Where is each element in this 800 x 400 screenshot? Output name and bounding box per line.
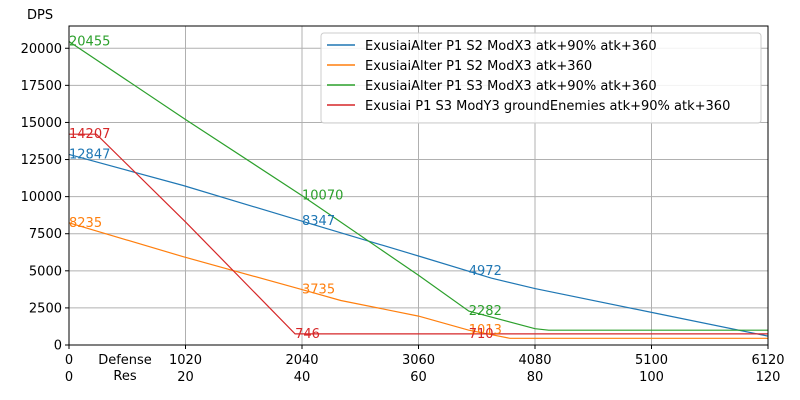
x-tick-label-secondary: 120 xyxy=(756,370,781,385)
legend-entry: ExusiaiAlter P1 S2 ModX3 atk+360 xyxy=(365,59,592,74)
y-tick-label: 10000 xyxy=(21,190,62,205)
x-tick-label-secondary: 20 xyxy=(177,370,194,385)
legend-entry: ExusiaiAlter P1 S2 ModX3 atk+90% atk+360 xyxy=(365,39,657,54)
data-label: 12847 xyxy=(69,147,110,162)
y-tick-label: 0 xyxy=(54,339,62,354)
y-tick-label: 12500 xyxy=(21,153,62,168)
data-label: 710 xyxy=(469,327,494,342)
y-tick-label: 15000 xyxy=(21,116,62,131)
data-label: 4972 xyxy=(469,264,502,279)
data-label: 10070 xyxy=(302,189,343,204)
series-line-0 xyxy=(68,153,769,337)
x-axis-ticks: 0 0 1020 20 2040 40 3060 60 4080 80 5100 100 6120 120 xyxy=(65,345,785,385)
data-label: 14207 xyxy=(69,127,110,142)
x-axis-label-res: Res xyxy=(113,369,136,384)
x-tick-label: 1020 xyxy=(169,353,202,368)
legend-entry: ExusiaiAlter P1 S3 ModX3 atk+90% atk+360 xyxy=(365,79,657,94)
x-tick-label-secondary: 40 xyxy=(294,370,311,385)
data-label: 746 xyxy=(295,327,320,342)
data-label: 2282 xyxy=(469,304,502,319)
data-label: 3735 xyxy=(302,283,335,298)
y-axis-label: DPS xyxy=(27,8,53,23)
x-tick-label-secondary: 60 xyxy=(410,370,427,385)
data-label: 8235 xyxy=(69,216,102,231)
x-tick-label: 2040 xyxy=(285,353,318,368)
x-tick-label-secondary: 100 xyxy=(639,370,664,385)
x-axis-label-defense: Defense xyxy=(98,353,152,368)
y-tick-label: 2500 xyxy=(29,301,62,316)
legend-entry: Exusiai P1 S3 ModY3 groundEnemies atk+90… xyxy=(365,99,730,114)
data-label: 20455 xyxy=(69,35,110,50)
y-tick-label: 5000 xyxy=(29,264,62,279)
y-tick-label: 7500 xyxy=(29,227,62,242)
legend-box xyxy=(320,32,762,124)
grid xyxy=(68,26,769,346)
y-tick-label: 20000 xyxy=(21,42,62,57)
data-label: 8347 xyxy=(302,214,335,229)
x-tick-label: 4080 xyxy=(518,353,551,368)
x-tick-label: 5100 xyxy=(635,353,668,368)
x-tick-label: 0 xyxy=(65,353,73,368)
series-line-1 xyxy=(68,222,768,339)
data-labels: 12847 8347 4972 8235 3735 1013 20455 10070 2282 1… xyxy=(69,35,502,342)
x-tick-label-secondary: 80 xyxy=(527,370,544,385)
y-tick-label: 17500 xyxy=(21,79,62,94)
x-tick-label: 3060 xyxy=(402,353,435,368)
series-line-2 xyxy=(68,41,768,331)
series-line-3 xyxy=(69,133,768,335)
legend: ExusiaiAlter P1 S2 ModX3 atk+90% atk+360… xyxy=(320,32,762,124)
data-label: 1013 xyxy=(469,323,502,338)
x-tick-label-secondary: 0 xyxy=(65,370,73,385)
y-axis-ticks: 0 2500 5000 7500 10000 12500 15000 17500 20000 xyxy=(21,42,69,354)
x-tick-label: 6120 xyxy=(751,353,784,368)
series-lines xyxy=(68,41,769,339)
